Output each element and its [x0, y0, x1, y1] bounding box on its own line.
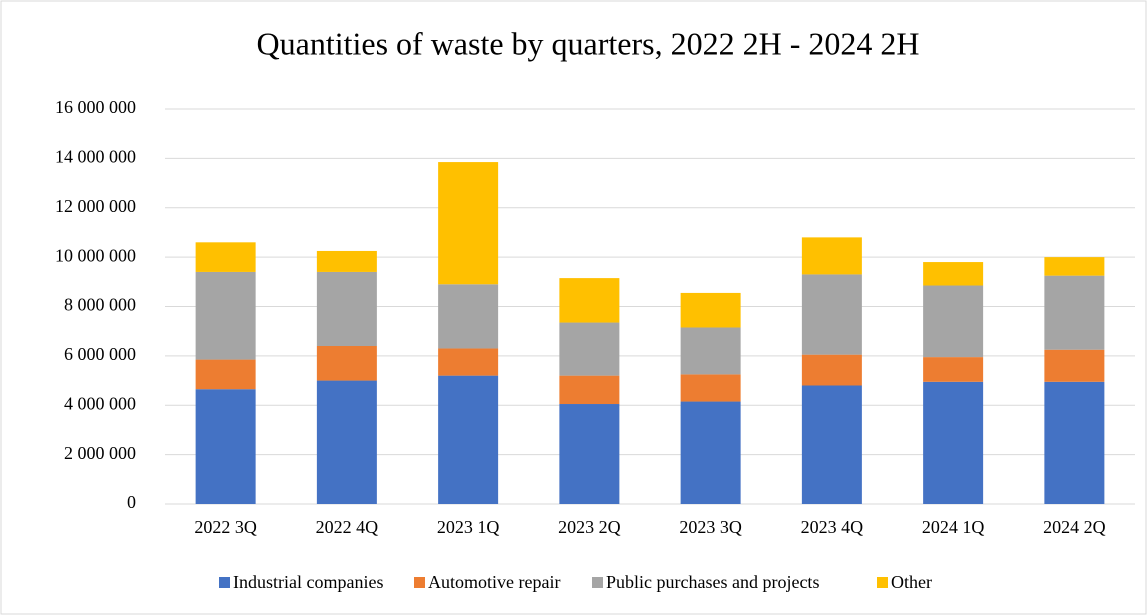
bar-segment	[680, 401, 741, 504]
y-tick-label: 8 000 000	[64, 295, 136, 315]
legend-label: Industrial companies	[233, 572, 383, 592]
y-tick-label: 16 000 000	[55, 97, 136, 117]
legend-label: Public purchases and projects	[606, 572, 819, 592]
y-tick-label: 2 000 000	[64, 443, 136, 463]
legend-swatch	[592, 577, 603, 588]
bar-segment	[195, 389, 256, 504]
bar-segment	[316, 346, 377, 381]
x-tick-label: 2024 2Q	[1043, 517, 1106, 537]
bar-segment	[923, 357, 984, 382]
bar-segment	[923, 381, 984, 504]
x-tick-label: 2024 1Q	[922, 517, 985, 537]
bar-segment	[195, 242, 256, 272]
bar-segment	[438, 162, 499, 285]
y-tick-label: 6 000 000	[64, 344, 136, 364]
bar-segment	[559, 375, 620, 405]
bar-segment	[1044, 349, 1105, 382]
y-tick-label: 0	[127, 492, 136, 512]
legend-label: Automotive repair	[428, 572, 560, 592]
bar-segment	[1044, 381, 1105, 504]
bar-segment	[438, 348, 499, 376]
bar-segment	[801, 274, 862, 355]
legend-swatch	[219, 577, 230, 588]
bar-segment	[195, 359, 256, 390]
bar-segment	[801, 237, 862, 275]
bar-segment	[316, 380, 377, 504]
bar-segment	[801, 354, 862, 386]
y-tick-label: 12 000 000	[55, 196, 136, 216]
bar-segment	[1044, 275, 1105, 350]
bar-segment	[316, 250, 377, 272]
y-tick-label: 10 000 000	[55, 245, 136, 265]
bar-segment	[195, 271, 256, 360]
x-tick-label: 2022 3Q	[194, 517, 257, 537]
y-tick-label: 14 000 000	[55, 147, 136, 167]
chart-title: Quantities of waste by quarters, 2022 2H…	[257, 25, 920, 61]
bar-segment	[801, 385, 862, 504]
bar-segment	[680, 327, 741, 375]
x-tick-label: 2023 3Q	[679, 517, 742, 537]
bar-segment	[559, 322, 620, 376]
x-tick-label: 2023 1Q	[437, 517, 500, 537]
bar-segment	[680, 374, 741, 402]
x-tick-label: 2022 4Q	[316, 517, 379, 537]
legend-swatch	[877, 577, 888, 588]
x-tick-label: 2023 4Q	[801, 517, 864, 537]
bar-segment	[316, 271, 377, 346]
bar-segment	[923, 262, 984, 286]
legend-swatch	[414, 577, 425, 588]
bar-segment	[559, 278, 620, 323]
bar-segment	[680, 292, 741, 328]
bar-segment	[923, 285, 984, 358]
bar-segment	[559, 404, 620, 504]
y-tick-label: 4 000 000	[64, 393, 136, 413]
legend-label: Other	[891, 572, 932, 592]
x-tick-label: 2023 2Q	[558, 517, 621, 537]
bar-segment	[438, 375, 499, 504]
bar-segment	[438, 284, 499, 349]
bar-segment	[1044, 257, 1105, 276]
